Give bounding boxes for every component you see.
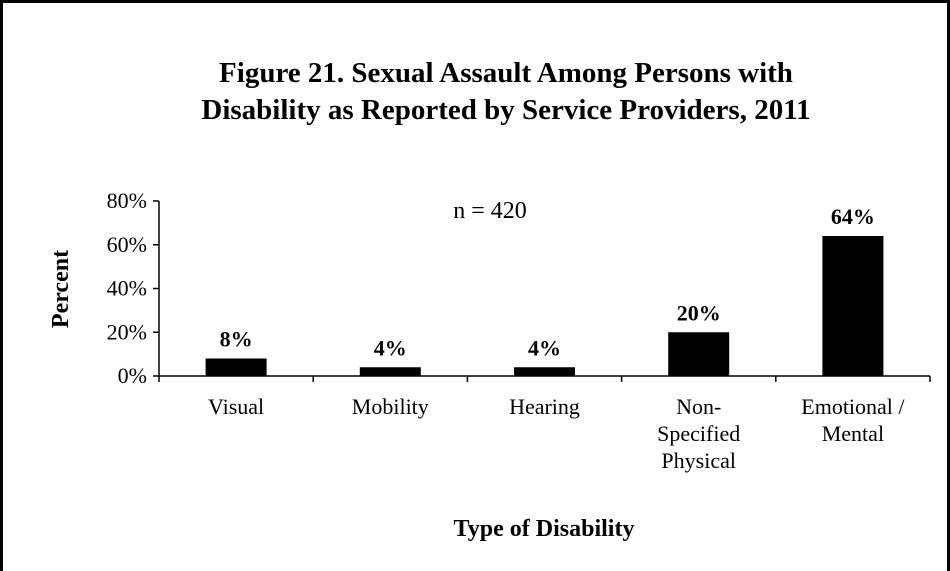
- y-tick-label: 20%: [107, 319, 147, 344]
- data-label: 64%: [831, 204, 875, 229]
- data-label: 20%: [677, 300, 721, 325]
- chart-title-line-1: Figure 21. Sexual Assault Among Persons …: [219, 57, 793, 89]
- bars: [205, 236, 884, 376]
- y-tick-label: 0%: [118, 363, 147, 388]
- category-label: Mobility: [352, 394, 429, 419]
- bar: [822, 236, 884, 376]
- category-labels: Visual Mobility Hearing Non-SpecifiedPhysic…: [208, 394, 905, 473]
- data-label: 8%: [220, 327, 253, 352]
- sample-size-annotation: n = 420: [453, 198, 527, 224]
- bar: [668, 332, 730, 376]
- category-label: Mental: [822, 421, 884, 446]
- bar: [359, 367, 421, 376]
- data-labels: 8% 4% 4% 20% 64%: [220, 204, 875, 360]
- category-label: Physical: [661, 448, 736, 473]
- y-axis-title: Percent: [48, 250, 74, 328]
- bar: [514, 367, 575, 376]
- category-label: Non-: [676, 394, 721, 419]
- category-label: Visual: [208, 394, 264, 419]
- y-ticks: 0% 20% 40% 60% 80%: [107, 188, 159, 388]
- data-label: 4%: [528, 335, 561, 360]
- chart-title-line-2: Disability as Reported by Service Provid…: [201, 94, 810, 126]
- y-tick-label: 40%: [107, 276, 147, 301]
- data-label: 4%: [374, 335, 407, 360]
- y-tick-label: 60%: [107, 232, 147, 257]
- y-tick-label: 80%: [107, 188, 147, 213]
- category-label: Emotional /: [801, 394, 905, 419]
- x-ticks: [158, 376, 931, 382]
- category-label: Specified: [657, 421, 740, 446]
- bar: [205, 358, 267, 376]
- x-axis-title: Type of Disability: [454, 516, 635, 542]
- category-label: Hearing: [509, 394, 580, 419]
